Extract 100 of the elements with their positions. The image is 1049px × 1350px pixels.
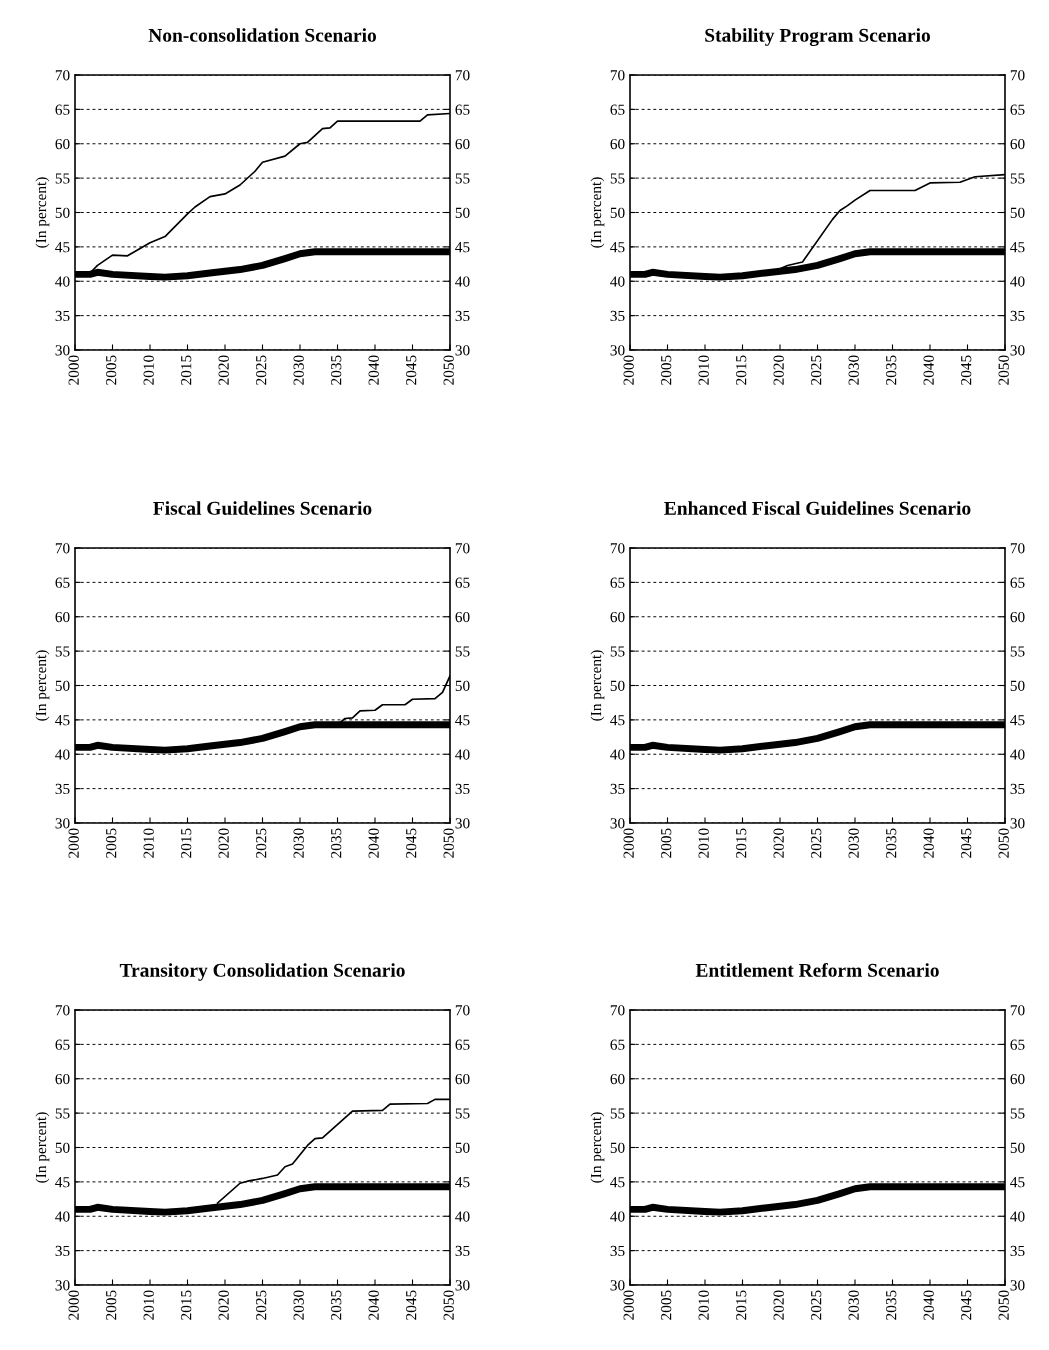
y-tick-label: 55 [55, 1108, 70, 1119]
x-tick-label: 2015 [181, 355, 192, 385]
x-tick-label: 2015 [736, 1290, 747, 1320]
y-tick-label: 40 [55, 1211, 70, 1222]
x-tick-label: 2000 [68, 828, 79, 858]
y-tick-label: 55 [610, 1108, 625, 1119]
x-tick-label: 2035 [331, 355, 342, 385]
y-tick-label: 35 [610, 783, 625, 795]
y2-tick-label: 40 [455, 276, 470, 287]
y2-tick-label: 30 [1010, 1280, 1025, 1291]
y-tick-label: 70 [610, 543, 625, 554]
y-tick-label: 45 [55, 242, 70, 253]
x-tick-label: 2025 [256, 1290, 267, 1320]
x-tick-label: 2035 [331, 1290, 342, 1320]
x-tick-label: 2005 [661, 355, 672, 385]
y-tick-label: 35 [55, 1245, 70, 1257]
y-tick-label: 65 [610, 1039, 625, 1050]
y-tick-label: 40 [610, 749, 625, 760]
x-tick-label: 2015 [736, 828, 747, 858]
x-tick-label: 2010 [698, 355, 709, 385]
y-tick-label: 50 [55, 207, 70, 218]
y-tick-label: 35 [610, 1245, 625, 1257]
y2-tick-label: 55 [455, 1108, 470, 1119]
y2-tick-label: 45 [1010, 715, 1025, 726]
y-tick-label: 50 [610, 680, 625, 691]
x-tick-label: 2050 [443, 355, 454, 385]
y-axis-title: (In percent) [590, 177, 605, 248]
chart-title: Fiscal Guidelines Scenario [153, 501, 372, 515]
x-tick-label: 2035 [886, 355, 897, 385]
x-tick-label: 2005 [106, 1290, 117, 1320]
y2-tick-label: 70 [455, 70, 470, 81]
y-tick-label: 55 [610, 646, 625, 657]
x-tick-label: 2035 [886, 828, 897, 858]
x-tick-label: 2020 [218, 355, 229, 385]
x-tick-label: 2045 [406, 828, 417, 858]
y-tick-label: 30 [610, 1280, 625, 1291]
y-tick-label: 60 [55, 611, 70, 623]
y2-tick-label: 65 [455, 1039, 470, 1050]
x-tick-label: 2025 [811, 828, 822, 858]
y2-tick-label: 55 [455, 173, 470, 184]
x-tick-label: 2025 [811, 355, 822, 385]
y-tick-label: 40 [610, 276, 625, 287]
y-tick-label: 50 [610, 1142, 625, 1153]
x-tick-label: 2045 [406, 355, 417, 385]
x-tick-label: 2020 [773, 355, 784, 385]
y2-tick-label: 50 [1010, 680, 1025, 691]
x-tick-label: 2000 [623, 355, 634, 385]
y-tick-label: 45 [610, 1177, 625, 1188]
y-axis-title: (In percent) [35, 650, 50, 721]
y-tick-label: 30 [55, 1280, 70, 1291]
chart-title: Non-consolidation Scenario [148, 28, 377, 42]
y2-tick-label: 50 [455, 1142, 470, 1153]
y-tick-label: 45 [610, 242, 625, 253]
x-tick-label: 2040 [923, 1290, 934, 1320]
y-tick-label: 40 [55, 276, 70, 287]
y2-tick-label: 40 [455, 749, 470, 760]
y-tick-label: 35 [55, 783, 70, 795]
y2-tick-label: 45 [455, 1177, 470, 1188]
chart-title: Entitlement Reform Scenario [695, 962, 939, 977]
y2-tick-label: 65 [1010, 104, 1025, 115]
y2-tick-label: 50 [455, 680, 470, 691]
y2-tick-label: 60 [455, 1073, 470, 1085]
y2-tick-label: 45 [455, 715, 470, 726]
y-tick-label: 50 [610, 207, 625, 218]
x-tick-label: 2005 [106, 828, 117, 858]
y2-tick-label: 35 [455, 1245, 470, 1257]
y-axis-title: (In percent) [35, 1112, 50, 1183]
x-tick-label: 2030 [848, 828, 859, 858]
chart-title: Stability Program Scenario [705, 28, 930, 46]
x-tick-label: 2035 [331, 828, 342, 858]
y-tick-label: 45 [55, 1177, 70, 1188]
x-tick-label: 2050 [998, 828, 1009, 858]
x-tick-label: 2020 [218, 1290, 229, 1320]
y2-tick-label: 70 [455, 543, 470, 554]
chart-title: Transitory Consolidation Scenario [119, 963, 405, 981]
y2-tick-label: 60 [1010, 1073, 1025, 1085]
y2-tick-label: 65 [1010, 577, 1025, 588]
x-tick-label: 2000 [623, 828, 634, 858]
x-tick-label: 2045 [406, 1290, 417, 1320]
x-tick-label: 2015 [181, 828, 192, 858]
y2-tick-label: 40 [1010, 276, 1025, 287]
x-tick-label: 2050 [998, 355, 1009, 385]
y2-tick-label: 40 [1010, 1211, 1025, 1222]
y-tick-label: 45 [610, 715, 625, 726]
y2-tick-label: 60 [1010, 611, 1025, 623]
y2-tick-label: 65 [1010, 1039, 1025, 1050]
x-tick-label: 2045 [961, 355, 972, 385]
y2-tick-label: 55 [1010, 173, 1025, 184]
y-axis-title: (In percent) [35, 177, 50, 248]
y-tick-label: 60 [610, 1073, 625, 1085]
x-tick-label: 2030 [293, 1290, 304, 1320]
y-tick-label: 55 [610, 173, 625, 184]
y-tick-label: 70 [610, 1005, 625, 1016]
x-tick-label: 2050 [998, 1290, 1009, 1320]
y2-tick-label: 35 [1010, 1245, 1025, 1257]
y-tick-label: 35 [610, 310, 625, 322]
x-tick-label: 2010 [143, 828, 154, 858]
y2-tick-label: 70 [1010, 70, 1025, 81]
x-tick-label: 2020 [773, 1290, 784, 1320]
y2-tick-label: 50 [1010, 1142, 1025, 1153]
